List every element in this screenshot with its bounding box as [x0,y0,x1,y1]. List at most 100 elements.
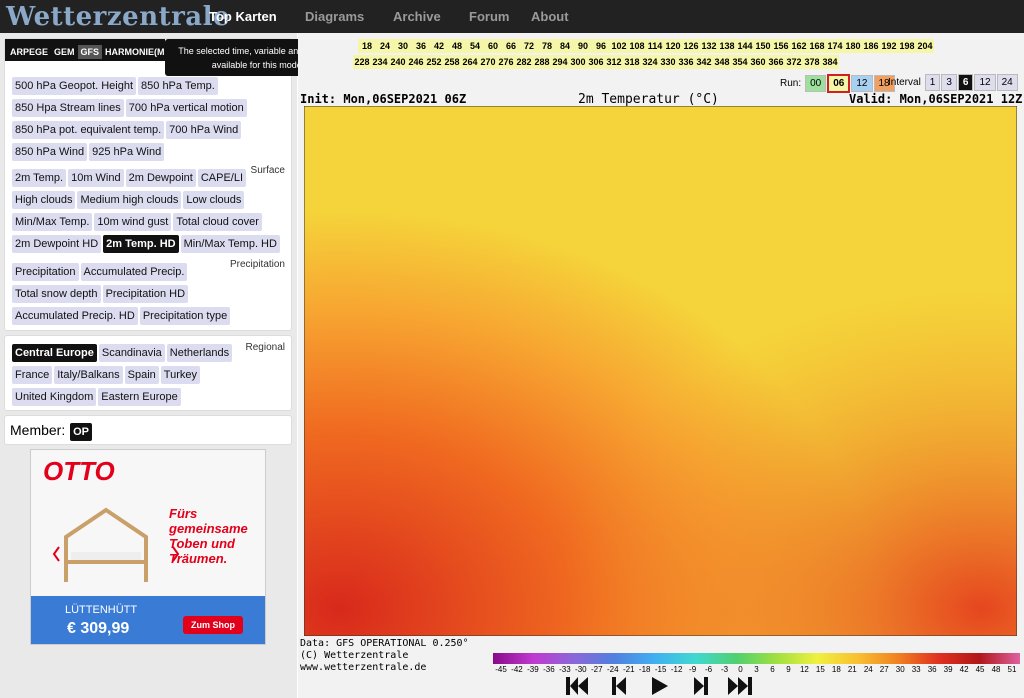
hour-button[interactable]: 234 [371,55,389,69]
hour-button[interactable]: 348 [713,55,731,69]
variable-button[interactable]: 850 Hpa Stream lines [12,99,124,117]
hour-button[interactable]: 66 [502,39,520,53]
hour-button[interactable]: 138 [718,39,736,53]
selector-option[interactable]: 24 [996,74,1018,91]
option-button[interactable]: 2m Temp. [12,169,67,187]
hour-button[interactable]: 360 [749,55,767,69]
hour-button[interactable]: 228 [353,55,371,69]
hour-button[interactable]: 60 [484,39,502,53]
hour-button[interactable]: 96 [592,39,610,53]
selector-option[interactable]: 12 [974,74,996,91]
hour-button[interactable]: 156 [772,39,790,53]
hour-button[interactable]: 372 [785,55,803,69]
model-tab[interactable]: ARPEGE [10,47,49,57]
nav-item[interactable]: Top Karten [209,9,277,24]
option-button[interactable]: Netherlands [166,344,233,362]
hour-button[interactable]: 288 [533,55,551,69]
option-button[interactable]: Accumulated Precip. HD [12,307,138,325]
selector-option[interactable]: 00 [805,75,827,92]
option-button[interactable]: Min/Max Temp. HD [180,235,280,253]
hour-button[interactable]: 18 [358,39,376,53]
hour-button[interactable]: 30 [394,39,412,53]
selector-option[interactable]: 18 [873,75,895,92]
option-button[interactable]: 2m Temp. HD [103,235,179,253]
hour-button[interactable]: 324 [641,55,659,69]
hour-button[interactable]: 198 [898,39,916,53]
hour-button[interactable]: 192 [880,39,898,53]
hour-button[interactable]: 162 [790,39,808,53]
selector-option[interactable]: 1 [924,74,941,91]
hour-button[interactable]: 72 [520,39,538,53]
option-button[interactable]: Accumulated Precip. [80,263,188,281]
option-button[interactable]: Total cloud cover [173,213,262,231]
hour-button[interactable]: 282 [515,55,533,69]
hour-button[interactable]: 300 [569,55,587,69]
option-button[interactable]: 10m wind gust [94,213,172,231]
hour-button[interactable]: 150 [754,39,772,53]
hour-button[interactable]: 174 [826,39,844,53]
hour-button[interactable]: 108 [628,39,646,53]
hour-button[interactable]: 102 [610,39,628,53]
hour-button[interactable]: 270 [479,55,497,69]
selector-option[interactable]: 6 [957,74,974,91]
option-button[interactable]: Precipitation type [139,307,231,325]
hour-button[interactable]: 180 [844,39,862,53]
variable-button[interactable]: 850 hPa pot. equivalent temp. [12,121,165,139]
option-button[interactable]: Italy/Balkans [54,366,123,384]
next-button[interactable] [694,677,708,695]
hour-button[interactable]: 252 [425,55,443,69]
hour-button[interactable]: 114 [646,39,664,53]
hour-button[interactable]: 144 [736,39,754,53]
hour-button[interactable]: 366 [767,55,785,69]
hour-button[interactable]: 276 [497,55,515,69]
option-button[interactable]: Central Europe [12,344,97,362]
option-button[interactable]: 2m Dewpoint HD [12,235,102,253]
nav-item[interactable]: Archive [393,9,441,24]
model-tab[interactable]: GEM [54,47,75,57]
hour-button[interactable]: 36 [412,39,430,53]
hour-button[interactable]: 336 [677,55,695,69]
hour-button[interactable]: 330 [659,55,677,69]
hour-button[interactable]: 354 [731,55,749,69]
ad-button[interactable]: Zum Shop [183,616,243,634]
option-button[interactable]: Spain [124,366,159,384]
play-button[interactable] [652,677,668,695]
logo[interactable]: Wetterzentrale [6,2,231,32]
model-tab[interactable]: GFS [77,45,103,59]
option-button[interactable]: Total snow depth [12,285,101,303]
hour-button[interactable]: 306 [587,55,605,69]
hour-button[interactable]: 342 [695,55,713,69]
hour-button[interactable]: 90 [574,39,592,53]
hour-button[interactable]: 84 [556,39,574,53]
last-button[interactable] [728,677,752,695]
option-button[interactable]: Medium high clouds [77,191,182,209]
hour-button[interactable]: 42 [430,39,448,53]
selector-option[interactable]: 06 [827,74,851,93]
hour-button[interactable]: 126 [682,39,700,53]
prev-button[interactable] [612,677,626,695]
variable-button[interactable]: 700 hPa vertical motion [125,99,247,117]
hour-button[interactable]: 246 [407,55,425,69]
option-button[interactable]: Min/Max Temp. [12,213,93,231]
variable-button[interactable]: 850 hPa Temp. [138,77,218,95]
hour-button[interactable]: 48 [448,39,466,53]
variable-button[interactable]: 500 hPa Geopot. Height [12,77,137,95]
hour-button[interactable]: 78 [538,39,556,53]
hour-button[interactable]: 264 [461,55,479,69]
first-button[interactable] [566,677,588,695]
option-button[interactable]: France [12,366,53,384]
selector-option[interactable]: 3 [941,74,957,91]
selector-option[interactable]: 12 [851,75,873,92]
option-button[interactable]: Precipitation [12,263,79,281]
option-button[interactable]: 2m Dewpoint [125,169,196,187]
hour-button[interactable]: 378 [803,55,821,69]
option-button[interactable]: Precipitation HD [102,285,189,303]
hour-button[interactable]: 24 [376,39,394,53]
member-button[interactable]: OP [70,423,93,441]
nav-item[interactable]: Forum [469,9,510,24]
hour-button[interactable]: 312 [605,55,623,69]
hour-button[interactable]: 186 [862,39,880,53]
option-button[interactable]: United Kingdom [12,388,97,406]
variable-button[interactable]: 850 hPa Wind [12,143,88,161]
hour-button[interactable]: 258 [443,55,461,69]
